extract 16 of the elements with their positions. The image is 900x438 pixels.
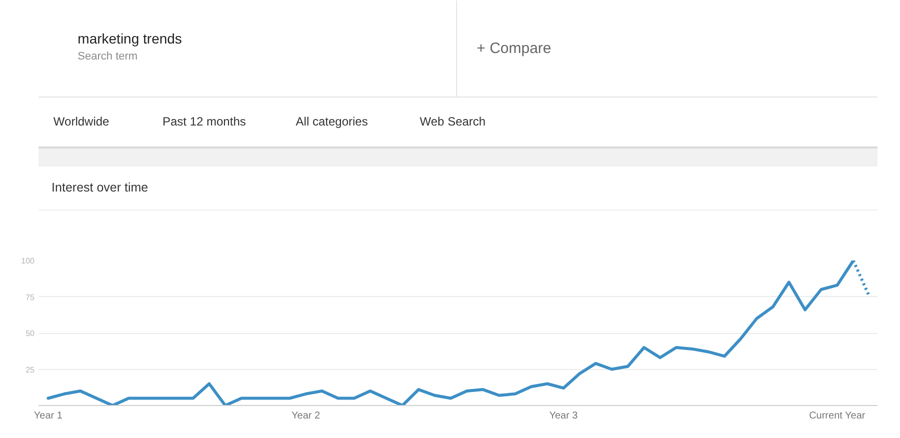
text: Web Search — [420, 114, 486, 128]
text: Worldwide — [53, 114, 110, 128]
x-tick-label: Year 3 — [549, 410, 578, 422]
y-tick-label: 25 — [26, 365, 36, 374]
text: Past 12 months — [162, 114, 246, 128]
x-tick-label: Current Year — [809, 410, 866, 422]
x-tick-label: Year 1 — [34, 410, 63, 422]
y-tick-label: 50 — [26, 329, 36, 338]
chart-title: Interest over time — [52, 180, 148, 194]
text: All categories — [296, 114, 368, 128]
text: + Compare — [476, 40, 552, 57]
x-tick-label: Year 2 — [292, 410, 321, 422]
y-tick-label: 100 — [21, 256, 36, 266]
text: Search term — [78, 50, 138, 62]
text: marketing trends — [78, 30, 182, 46]
y-tick-label: 75 — [26, 292, 36, 302]
